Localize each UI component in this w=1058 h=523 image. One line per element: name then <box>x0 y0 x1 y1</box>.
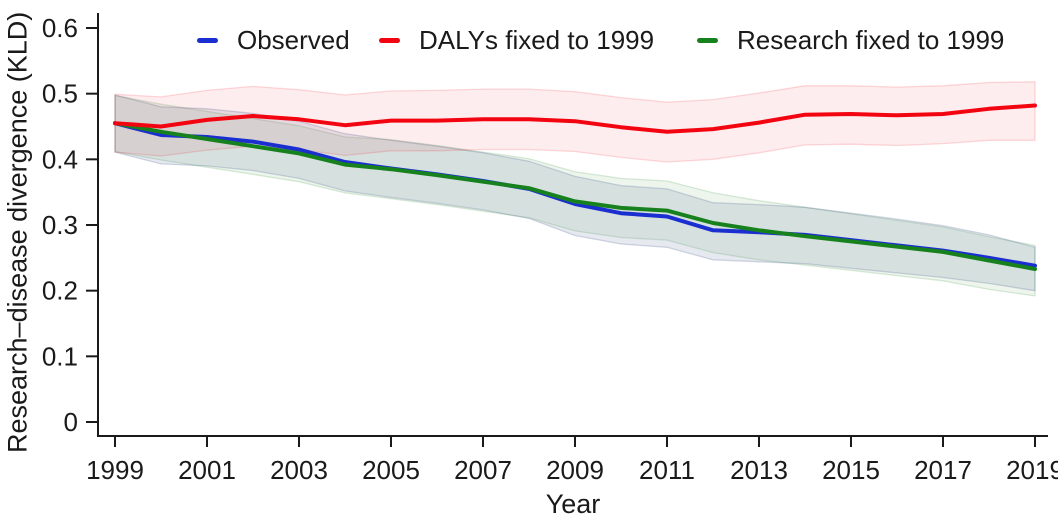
x-tick-label: 2017 <box>914 455 972 485</box>
x-tick-label: 2007 <box>454 455 512 485</box>
legend-swatch-research-fixed <box>697 37 718 43</box>
x-tick-label: 2009 <box>546 455 604 485</box>
x-tick-label: 2015 <box>822 455 880 485</box>
x-tick-label: 2001 <box>178 455 236 485</box>
legend-swatch-observed <box>197 37 218 43</box>
legend-item-research-fixed: Research fixed to 1999 <box>697 26 1004 54</box>
legend-swatch-dalys-fixed <box>379 37 400 43</box>
line-research-fixed-to-1999 <box>113 121 1037 271</box>
y-tick-label: 0.6 <box>42 13 78 43</box>
legend-label-observed: Observed <box>237 25 350 55</box>
y-tick-label: 0.5 <box>42 79 78 109</box>
legend-item-dalys-fixed: DALYs fixed to 1999 <box>379 26 654 54</box>
band-observed <box>114 94 1036 292</box>
line-dalys-fixed-to-1999 <box>113 103 1037 134</box>
y-tick-label: 0 <box>64 407 78 437</box>
x-tick-label: 2019 <box>1006 455 1058 485</box>
legend-item-observed: Observed <box>197 26 350 54</box>
y-tick-label: 0.1 <box>42 341 78 371</box>
legend-label-dalys-fixed: DALYs fixed to 1999 <box>419 25 655 55</box>
x-tick-label: 2003 <box>270 455 328 485</box>
x-tick-label: 1999 <box>86 455 144 485</box>
y-axis-title: Research–disease divergence (KLD) <box>2 11 33 453</box>
x-axis-title: Year <box>545 489 601 519</box>
y-tick-label: 0.4 <box>42 144 78 174</box>
legend-label-research-fixed: Research fixed to 1999 <box>737 25 1005 55</box>
x-tick-label: 2005 <box>362 455 420 485</box>
y-tick-label: 0.2 <box>42 276 78 306</box>
x-tick-label: 2013 <box>730 455 788 485</box>
y-tick-label: 0.3 <box>42 210 78 240</box>
x-tick-label: 2011 <box>639 455 695 485</box>
band-research-fixed-to-1999 <box>114 94 1036 297</box>
